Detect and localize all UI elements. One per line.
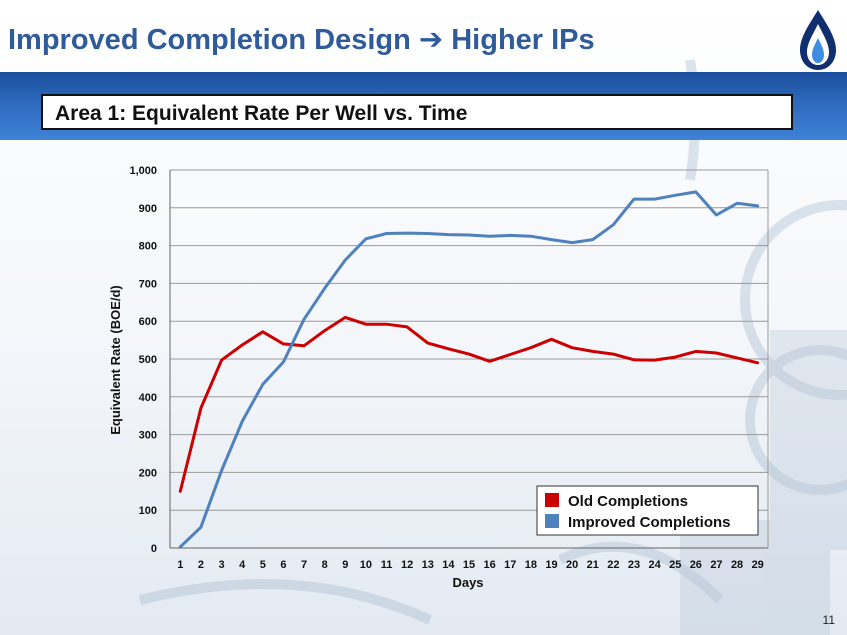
flame-drop-icon	[800, 10, 836, 70]
x-tick-label: 28	[731, 559, 743, 571]
x-tick-label: 16	[483, 559, 495, 571]
x-tick-label: 11	[381, 559, 393, 571]
y-tick-label: 200	[139, 467, 157, 479]
series-line-old-completions	[178, 315, 760, 493]
slide-title: Improved Completion Design ➔ Higher IPs	[8, 24, 595, 56]
legend-label-old: Old Completions	[568, 493, 688, 510]
x-tick-label: 6	[280, 559, 286, 571]
y-axis-label: Equivalent Rate (BOE/d)	[108, 285, 123, 435]
y-tick-label: 300	[139, 430, 157, 442]
x-tick-label: 7	[301, 559, 307, 571]
subtitle-box: Area 1: Equivalent Rate Per Well vs. Tim…	[41, 94, 793, 130]
x-tick-label: 22	[607, 559, 619, 571]
x-tick-label: 12	[401, 559, 413, 571]
x-tick-label: 14	[442, 559, 455, 571]
x-tick-label: 23	[628, 559, 640, 571]
y-tick-label: 700	[139, 278, 157, 290]
x-tick-label: 1	[177, 559, 183, 571]
x-tick-label: 17	[504, 559, 516, 571]
x-tick-label: 4	[239, 559, 246, 571]
slide-subtitle: Area 1: Equivalent Rate Per Well vs. Tim…	[55, 102, 468, 125]
x-tick-label: 8	[322, 559, 328, 571]
y-tick-label: 500	[139, 354, 157, 366]
y-tick-label: 1,000	[129, 165, 157, 177]
x-tick-label: 19	[545, 559, 557, 571]
y-tick-label: 0	[151, 543, 157, 555]
x-tick-label: 10	[360, 559, 372, 571]
x-tick-label: 2	[198, 559, 204, 571]
page-number: 11	[822, 613, 835, 627]
x-tick-label: 13	[422, 559, 434, 571]
x-tick-label: 25	[669, 559, 681, 571]
x-tick-label: 26	[690, 559, 702, 571]
x-tick-label: 5	[260, 559, 266, 571]
x-tick-label: 18	[525, 559, 537, 571]
series-line-improved-completions	[178, 190, 760, 549]
legend-swatch-improved	[545, 514, 559, 528]
y-tick-label: 400	[139, 392, 157, 404]
y-tick-label: 800	[139, 241, 157, 253]
x-tick-label: 20	[566, 559, 578, 571]
x-axis-label: Days	[452, 575, 483, 590]
x-tick-label: 21	[587, 559, 599, 571]
x-tick-label: 3	[218, 559, 224, 571]
x-tick-label: 15	[463, 559, 475, 571]
y-tick-label: 600	[139, 316, 157, 328]
legend-label-improved: Improved Completions	[568, 514, 731, 531]
x-tick-label: 27	[710, 559, 722, 571]
x-tick-label: 29	[752, 559, 764, 571]
y-tick-label: 900	[139, 203, 157, 215]
x-tick-label: 9	[342, 559, 348, 571]
legend: Old Completions Improved Completions	[536, 485, 759, 536]
legend-box	[536, 485, 759, 536]
legend-swatch-old	[545, 493, 559, 507]
x-tick-label: 24	[648, 559, 661, 571]
y-tick-label: 100	[139, 505, 157, 517]
